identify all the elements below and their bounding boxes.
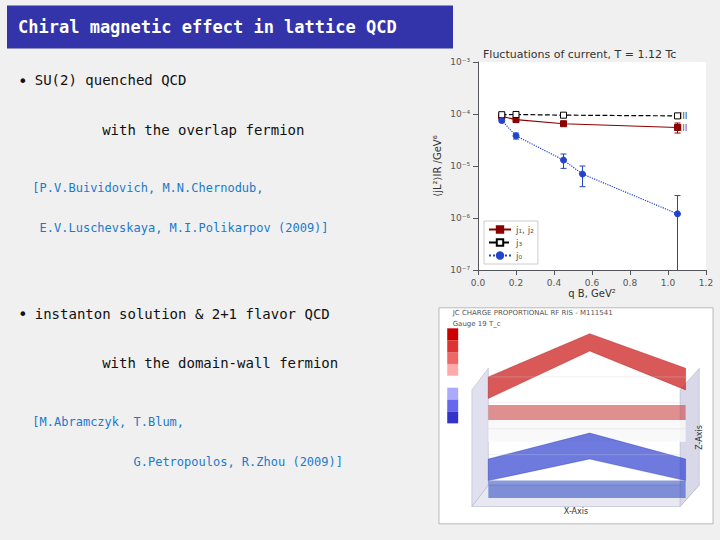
svg-text:[M.Abramczyk, T.Blum,: [M.Abramczyk, T.Blum,: [32, 415, 184, 429]
svg-text:0.6: 0.6: [585, 278, 600, 288]
svg-text:SU(2) quenched QCD: SU(2) quenched QCD: [35, 72, 187, 88]
svg-text:with the overlap fermion: with the overlap fermion: [102, 122, 304, 138]
svg-text:X-Axis: X-Axis: [564, 507, 588, 516]
svg-text:JC CHARGE PROPORTIONAL RF RIS: JC CHARGE PROPORTIONAL RF RIS - M111541: [452, 309, 613, 317]
svg-text:•: •: [18, 72, 28, 91]
svg-text:Gauge 19 T_c: Gauge 19 T_c: [453, 320, 501, 328]
svg-text:0.2: 0.2: [509, 278, 523, 288]
svg-text:instanton solution & 2+1 flavo: instanton solution & 2+1 flavor QCD: [35, 306, 330, 322]
svg-text:j₀: j₀: [515, 251, 523, 261]
svg-text:III: III: [680, 111, 688, 121]
svg-text:G.Petropoulos, R.Zhou (2009)]: G.Petropoulos, R.Zhou (2009)]: [133, 455, 343, 469]
svg-text:Fluctuations of current, T = 1: Fluctuations of current, T = 1.12 Tc: [483, 48, 676, 61]
svg-text:10⁻⁴: 10⁻⁴: [450, 109, 470, 119]
svg-text:Z-Axis: Z-Axis: [695, 425, 704, 450]
svg-text:1.0: 1.0: [661, 278, 676, 288]
svg-text:1.2: 1.2: [699, 278, 713, 288]
svg-text:E.V.Luschevskaya, M.I.Polikarp: E.V.Luschevskaya, M.I.Polikarpov (2009)]: [40, 221, 329, 235]
svg-text:0.4: 0.4: [547, 278, 562, 288]
svg-text:j₃: j₃: [515, 238, 523, 248]
svg-text:0.0: 0.0: [471, 278, 486, 288]
svg-text:•: •: [18, 305, 28, 324]
svg-text:q B, GeV²: q B, GeV²: [568, 288, 616, 299]
svg-text:10⁻⁶: 10⁻⁶: [450, 213, 470, 223]
svg-text:10⁻³: 10⁻³: [450, 57, 470, 67]
svg-text:10⁻⁵: 10⁻⁵: [450, 161, 470, 171]
svg-text:III: III: [680, 123, 688, 133]
svg-text:[P.V.Buividovich, M.N.Chernodu: [P.V.Buividovich, M.N.Chernodub,: [32, 181, 263, 195]
svg-text:0.8: 0.8: [623, 278, 638, 288]
svg-text:with the domain-wall fermion: with the domain-wall fermion: [102, 355, 338, 371]
svg-text:j₁, j₂: j₁, j₂: [515, 225, 534, 235]
svg-text:Chiral magnetic effect in latt: Chiral magnetic effect in lattice QCD: [18, 17, 397, 37]
svg-text:⟨jL²⟩IR /GeV⁶: ⟨jL²⟩IR /GeV⁶: [432, 135, 443, 196]
svg-text:10⁻⁷: 10⁻⁷: [450, 265, 470, 275]
